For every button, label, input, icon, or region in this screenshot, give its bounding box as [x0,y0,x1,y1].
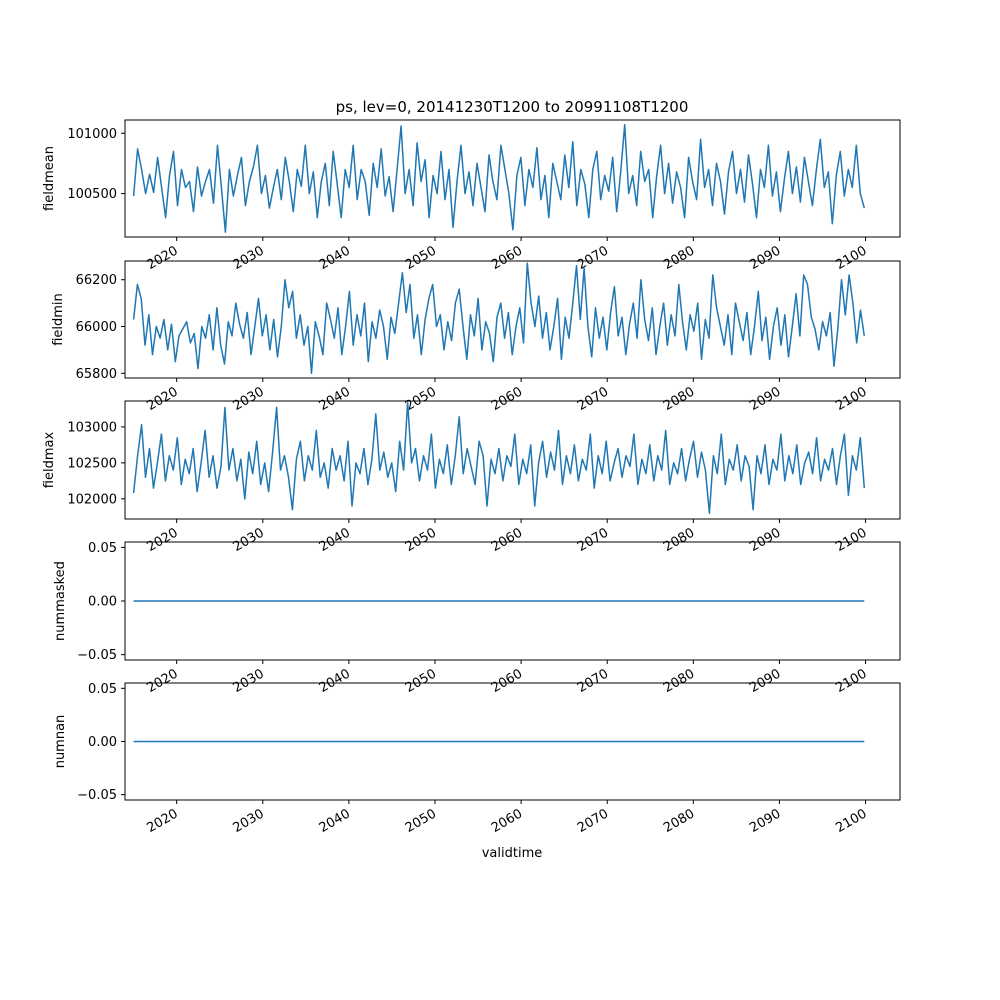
y-tick-label: 0.05 [88,682,117,697]
y-tick-label: 66200 [76,273,117,288]
y-tick-label: 0.05 [88,541,117,556]
x-axis-label: validtime [482,846,543,861]
y-tick-label: 0.00 [88,595,117,610]
y-tick-label: 65800 [76,367,117,382]
y-tick-label: 103000 [67,420,117,435]
y-axis-label: numnan [53,715,68,769]
y-tick-label: 66000 [76,320,117,335]
series-line [132,262,866,375]
y-tick-label: 102500 [67,456,117,471]
y-tick-label: 100500 [67,187,117,202]
chart-title: ps, lev=0, 20141230T1200 to 20991108T120… [336,98,689,116]
y-tick-label: 101000 [67,127,117,142]
y-tick-label: −0.05 [77,788,117,803]
y-axis-label: fieldmean [42,146,57,211]
axes-frame [124,260,901,379]
y-tick-label: 102000 [67,492,117,507]
series-line [132,124,866,233]
y-tick-label: 0.00 [88,735,117,750]
y-axis-label: fieldmax [42,432,57,489]
series-line [132,401,866,514]
axes-frame [124,119,901,238]
y-axis-label: nummasked [53,561,68,641]
y-axis-label: fieldmin [51,293,66,346]
axes-frame [124,400,901,520]
y-tick-label: −0.05 [77,648,117,663]
